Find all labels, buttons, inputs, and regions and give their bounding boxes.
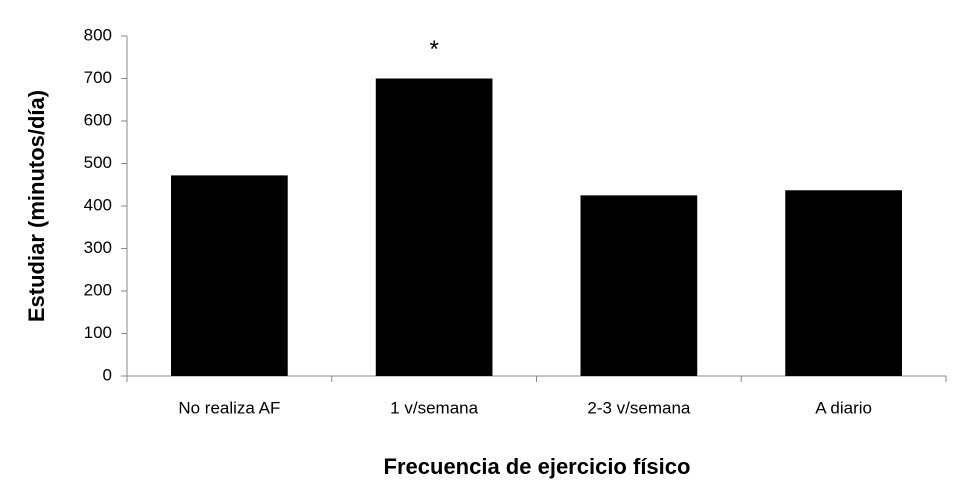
- bar: [785, 190, 902, 376]
- x-tick-label: A diario: [815, 398, 872, 417]
- bar: [580, 195, 698, 376]
- y-axis-title: Estudiar (minutos/día): [24, 90, 49, 322]
- y-tick-label: 800: [84, 25, 112, 44]
- y-tick-label: 500: [84, 153, 112, 172]
- x-tick-label: 2-3 v/semana: [587, 398, 691, 417]
- y-tick-label: 100: [84, 323, 112, 342]
- y-tick-label: 400: [84, 195, 112, 214]
- bar: [171, 175, 288, 376]
- annotation: *: [429, 36, 438, 63]
- y-tick-label: 600: [84, 110, 112, 129]
- y-tick-label: 0: [103, 365, 112, 384]
- bar: [375, 78, 493, 376]
- x-tick-label: 1 v/semana: [390, 398, 478, 417]
- x-tick-label: No realiza AF: [178, 398, 280, 417]
- y-tick-label: 200: [84, 280, 112, 299]
- y-tick-label: 300: [84, 238, 112, 257]
- y-tick-label: 700: [84, 68, 112, 87]
- x-axis-title: Frecuencia de ejercicio físico: [384, 454, 691, 479]
